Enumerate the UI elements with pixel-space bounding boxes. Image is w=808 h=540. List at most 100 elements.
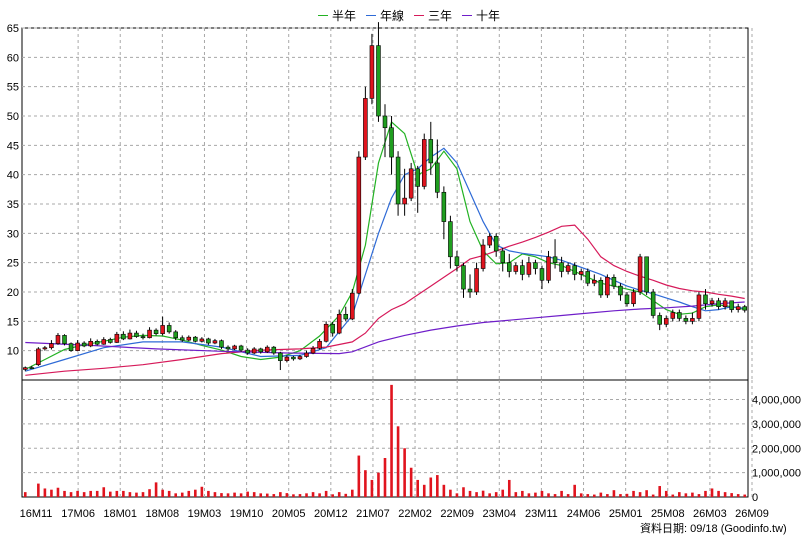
legend-label-ten-year: 十年 <box>476 8 501 23</box>
volume-bar <box>678 492 681 497</box>
ma-line-三年 <box>25 224 745 376</box>
candle-body <box>258 348 263 353</box>
volume-bar <box>658 486 662 497</box>
volume-bar <box>697 494 701 497</box>
x-tick-label: 18M08 <box>146 508 180 520</box>
candle-body <box>507 262 512 272</box>
volume-bar <box>292 494 295 497</box>
candle-body <box>618 285 623 296</box>
volume-bar <box>586 494 590 497</box>
volume-bar <box>167 490 171 497</box>
candle-body <box>709 300 715 305</box>
candle-body <box>330 323 335 334</box>
price-y-tick-label: 15 <box>7 316 19 328</box>
volume-bar <box>429 477 433 497</box>
candle-body <box>500 250 505 263</box>
candle-body <box>304 352 309 357</box>
candle-body <box>323 323 329 342</box>
candle-body <box>343 313 349 320</box>
volume-bar <box>638 492 642 497</box>
candle-body <box>88 340 93 347</box>
volume-bar <box>475 492 478 497</box>
candle-body <box>363 98 368 158</box>
candle-body <box>284 356 290 361</box>
volume-bar <box>331 494 334 497</box>
candle-body <box>421 139 427 187</box>
x-tick-label: 26M09 <box>735 508 769 520</box>
volume-bar <box>488 493 491 497</box>
volume-bar <box>239 493 243 497</box>
candle-body <box>722 300 728 307</box>
volume-bar <box>318 493 321 497</box>
x-tick-label: 22M09 <box>440 508 474 520</box>
candle-body <box>415 168 420 187</box>
candle-body <box>336 313 342 334</box>
candle-body <box>480 244 486 269</box>
candle-body <box>219 340 224 348</box>
volume-bar <box>521 490 524 497</box>
volume-bar <box>560 490 563 497</box>
candle-body <box>428 139 434 164</box>
candle-body <box>23 367 28 370</box>
volume-bar <box>311 492 315 497</box>
candle-body <box>389 127 394 158</box>
volume-bar <box>691 492 694 497</box>
price-y-tick-label: 65 <box>7 23 19 35</box>
volume-bar <box>194 489 197 497</box>
volume-bar <box>370 479 374 497</box>
price-y-tick-label: 25 <box>7 258 19 270</box>
x-tick-label: 19M03 <box>188 508 222 520</box>
candle-body <box>448 221 453 258</box>
volume-bar <box>377 472 380 497</box>
volume-bar <box>350 489 354 497</box>
volume-bar <box>357 455 361 497</box>
volume-bar <box>416 479 420 497</box>
volume-bar <box>481 490 485 497</box>
volume-bar <box>455 493 459 497</box>
candle-body <box>206 338 211 344</box>
source-note: 資料日期: 09/18 (Goodinfo.tw) <box>640 523 787 535</box>
volume-bar <box>599 492 603 497</box>
x-tick-label: 20M05 <box>272 508 306 520</box>
candle-body <box>55 335 61 344</box>
legend-label-half-year: 半年 <box>332 8 357 23</box>
candle-body <box>94 340 100 345</box>
volume-bar <box>154 482 158 497</box>
candle-body <box>376 45 381 117</box>
candle-body <box>166 325 172 333</box>
volume-bar <box>180 492 184 497</box>
volume-bar <box>122 490 125 497</box>
candle-body <box>29 367 35 369</box>
legend: 半年 年線 三年 十年 <box>318 7 500 23</box>
candle-body <box>441 191 447 222</box>
price-y-tick-label: 20 <box>7 287 19 299</box>
x-tick-label: 20M12 <box>314 508 348 520</box>
volume-bar <box>141 492 145 497</box>
x-tick-label: 25M08 <box>651 508 685 520</box>
volume-bar <box>736 494 740 497</box>
candle-body <box>690 318 695 322</box>
legend-label-year: 年線 <box>380 8 405 23</box>
legend-swatch-ten-year <box>462 14 473 16</box>
candle-body <box>42 347 48 350</box>
candle-body <box>382 115 388 129</box>
volume-bar <box>534 492 537 497</box>
volume-bar <box>364 470 367 497</box>
candle-body <box>644 256 649 293</box>
candle-body <box>160 325 165 334</box>
volume-bar <box>619 494 622 497</box>
volume-bar <box>442 484 446 497</box>
volume-bar <box>108 491 112 497</box>
candle-body <box>245 349 250 354</box>
candle-body <box>474 268 479 293</box>
volume-bar <box>743 494 747 497</box>
candle-body <box>153 329 159 334</box>
volume-bar <box>579 493 583 497</box>
legend-item-year: 年線 <box>366 7 404 23</box>
candle-body <box>742 306 747 311</box>
volume-bar <box>730 493 733 497</box>
price-y-tick-label: 35 <box>7 199 19 211</box>
volume-bar <box>606 494 609 497</box>
candle-body <box>461 265 466 290</box>
candle-body <box>526 262 532 275</box>
